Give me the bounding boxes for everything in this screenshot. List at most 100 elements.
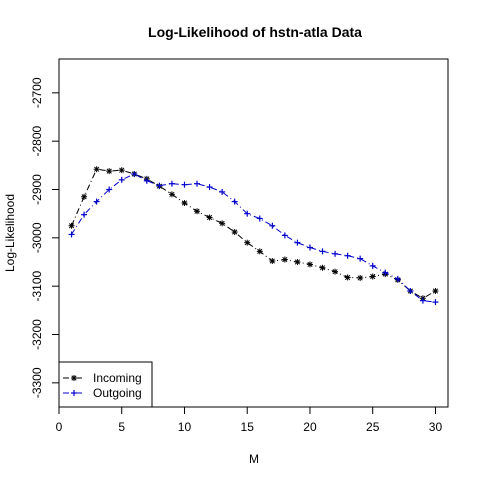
series-layer xyxy=(68,166,439,306)
data-point xyxy=(118,176,125,183)
star-stroke xyxy=(194,208,200,214)
data-point xyxy=(181,200,188,207)
data-point xyxy=(68,231,75,238)
y-tick-label: -3100 xyxy=(30,271,44,302)
data-point xyxy=(206,184,213,191)
data-point xyxy=(106,186,113,193)
star-stroke xyxy=(332,269,338,275)
star-stroke xyxy=(232,229,238,235)
data-point xyxy=(269,222,276,229)
star-stroke xyxy=(257,248,263,254)
data-point xyxy=(106,168,113,175)
legend-entry-outgoing: Outgoing xyxy=(63,386,142,400)
x-tick-label: 5 xyxy=(118,420,125,434)
x-tick-label: 0 xyxy=(56,420,63,434)
data-point xyxy=(357,274,364,281)
y-tick-label: -3300 xyxy=(30,367,44,398)
star-stroke xyxy=(81,194,87,200)
star-stroke xyxy=(307,261,313,268)
data-point xyxy=(419,297,426,304)
data-point xyxy=(168,191,175,198)
data-point xyxy=(294,239,301,246)
data-point xyxy=(432,299,439,306)
legend-label: Outgoing xyxy=(93,386,142,400)
x-axis: 0 5 10 15 20 25 30 xyxy=(56,407,443,434)
data-point xyxy=(219,188,226,195)
data-point xyxy=(256,248,263,255)
data-point xyxy=(81,211,88,218)
star-stroke xyxy=(181,200,188,206)
legend-box xyxy=(58,361,153,408)
data-point xyxy=(93,198,100,205)
data-point xyxy=(206,214,213,221)
x-tick-label: 15 xyxy=(241,420,255,434)
star-stroke xyxy=(345,274,351,281)
data-point xyxy=(394,275,401,282)
data-point xyxy=(319,264,326,271)
x-tick-label: 25 xyxy=(366,420,380,434)
star-stroke xyxy=(206,214,213,221)
legend-label: Incoming xyxy=(93,371,142,385)
star-stroke xyxy=(106,168,112,174)
legend-entry-incoming: Incoming xyxy=(63,371,142,385)
star-stroke xyxy=(282,256,288,263)
star-stroke xyxy=(219,220,225,226)
data-point xyxy=(382,269,389,276)
data-point xyxy=(168,180,175,187)
data-point xyxy=(231,198,238,205)
x-tick-label: 20 xyxy=(303,420,317,434)
data-point xyxy=(306,261,313,268)
data-point xyxy=(407,288,414,294)
data-point xyxy=(181,181,188,188)
star-stroke xyxy=(432,288,439,294)
data-point xyxy=(432,288,439,294)
data-point xyxy=(244,239,251,246)
plot-frame xyxy=(58,58,449,408)
star-stroke xyxy=(71,375,77,381)
x-tick-label: 10 xyxy=(178,420,192,434)
data-point xyxy=(294,259,301,265)
x-tick-label: 30 xyxy=(429,420,443,434)
star-stroke xyxy=(94,166,100,172)
data-point xyxy=(118,167,125,174)
legend-marker xyxy=(71,390,77,396)
data-point xyxy=(156,182,163,189)
y-axis-label: Log-Likelihood xyxy=(3,194,17,272)
x-axis-label: M xyxy=(249,452,259,466)
y-axis: -3300 -3200 -3100 -3000 -2900 -2800 -2700 xyxy=(30,77,59,398)
data-point xyxy=(332,268,339,275)
star-stroke xyxy=(119,167,125,173)
data-point xyxy=(319,248,326,255)
y-tick-label: -3000 xyxy=(30,222,44,253)
y-tick-label: -3200 xyxy=(30,319,44,350)
star-stroke xyxy=(169,191,175,197)
y-tick-label: -2700 xyxy=(30,77,44,108)
data-point xyxy=(68,222,75,229)
data-point xyxy=(369,273,376,280)
data-point xyxy=(231,229,238,236)
data-point xyxy=(194,208,201,215)
data-point xyxy=(344,252,351,259)
data-point xyxy=(369,262,376,269)
data-point xyxy=(357,255,364,262)
star-stroke xyxy=(319,265,326,271)
data-point xyxy=(81,193,88,200)
star-stroke xyxy=(294,259,301,265)
data-point xyxy=(281,232,288,239)
y-tick-label: -2900 xyxy=(30,174,44,205)
star-stroke xyxy=(244,240,250,246)
star-stroke xyxy=(68,223,75,229)
data-point xyxy=(332,250,339,257)
data-point xyxy=(269,258,276,265)
data-point xyxy=(219,220,226,227)
data-point xyxy=(131,171,138,178)
legend-marker xyxy=(71,375,77,381)
data-point xyxy=(306,244,313,251)
series-outgoing xyxy=(68,171,439,306)
star-stroke xyxy=(370,273,376,280)
data-point xyxy=(194,180,201,187)
